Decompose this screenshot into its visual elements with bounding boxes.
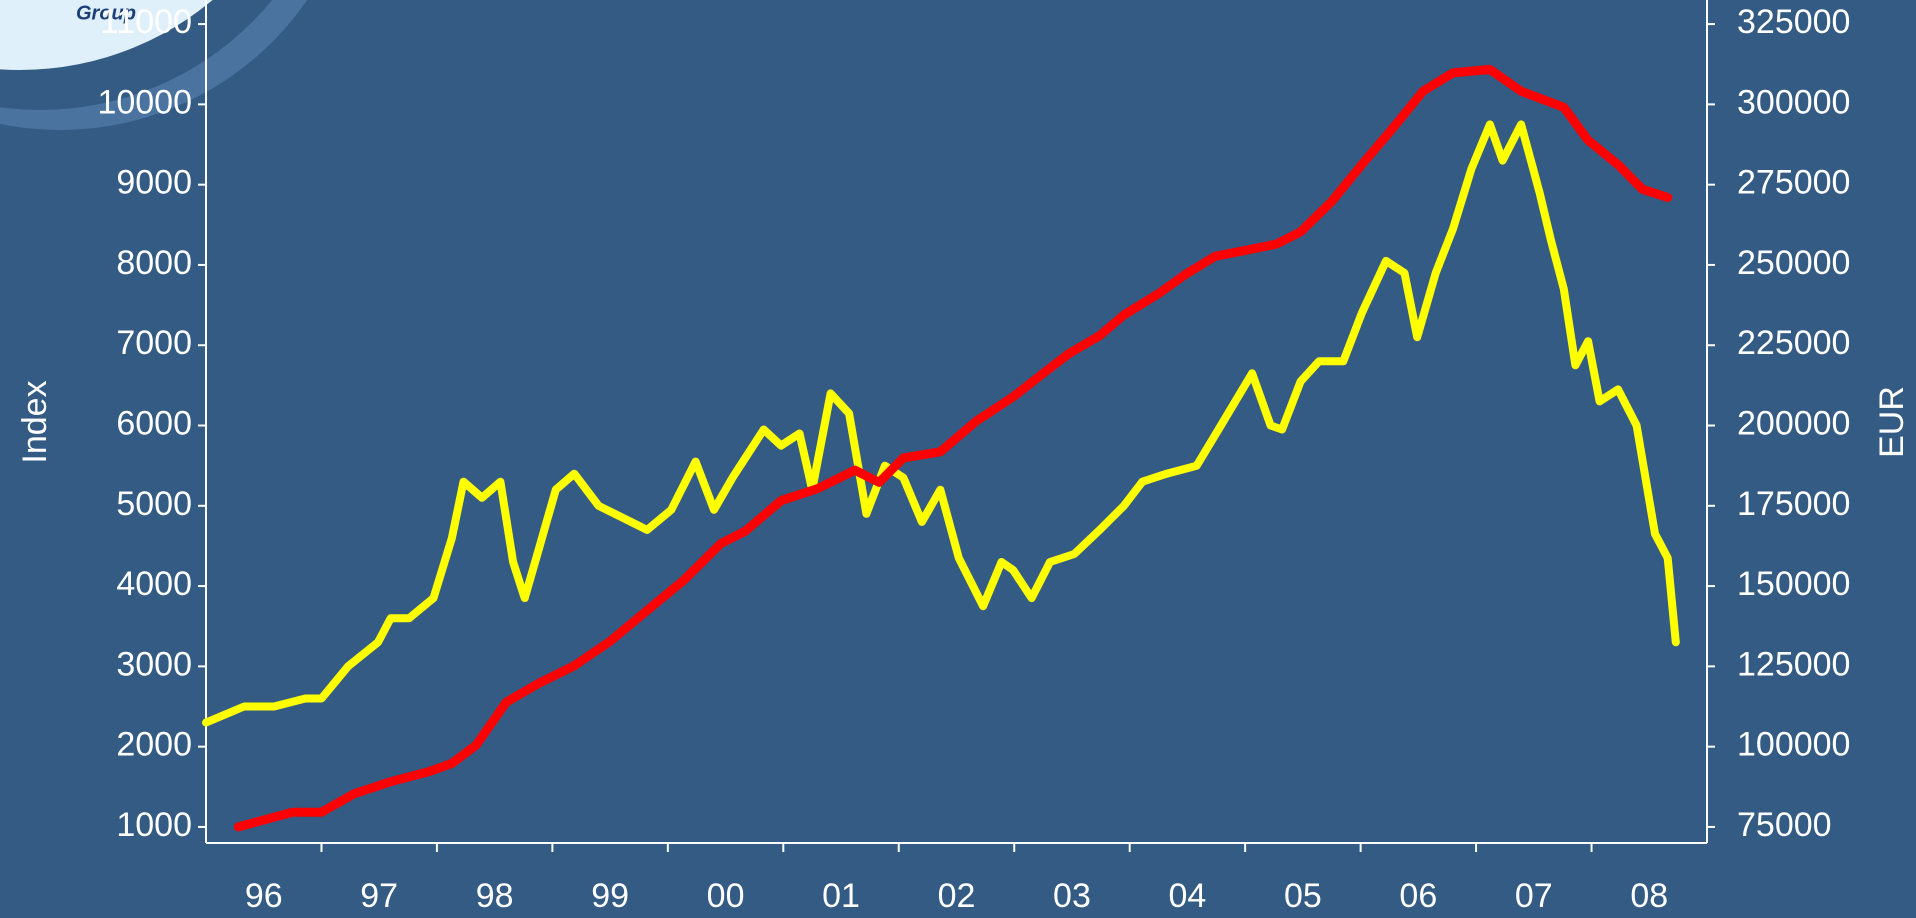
x-tick-label: 96 (245, 877, 283, 915)
y2-tick-label: 75000 (1737, 806, 1832, 844)
x-tick-label: 06 (1399, 877, 1437, 915)
y-axis-label: Index (16, 380, 54, 463)
x-tick-label: 04 (1169, 877, 1207, 915)
y-tick-label: 10000 (97, 83, 192, 121)
y-tick-label: 3000 (116, 645, 192, 683)
y2-tick-label: 150000 (1737, 565, 1850, 603)
y-tick-label: 11000 (100, 3, 192, 41)
x-tick-label: 97 (360, 877, 398, 915)
y2-tick-label: 225000 (1737, 324, 1850, 362)
x-tick-label: 99 (591, 877, 629, 915)
series-line (233, 64, 1673, 832)
series-line (202, 120, 1680, 727)
logo-disc (0, 0, 213, 70)
y-tick-label: 1000 (116, 806, 192, 844)
y-tick-label: 6000 (116, 404, 192, 442)
x-tick-label: 98 (476, 877, 514, 915)
x-tick-label: 03 (1053, 877, 1091, 915)
x-tick-label: 01 (822, 877, 860, 915)
y2-tick-label: 275000 (1737, 164, 1850, 202)
y2-tick-label: 125000 (1737, 645, 1850, 683)
x-tick-label: 00 (707, 877, 745, 915)
y2-tick-label: 175000 (1737, 485, 1850, 523)
y-tick-label: 2000 (116, 726, 192, 764)
y-tick-label: 4000 (116, 565, 192, 603)
y-tick-label: 7000 (116, 324, 192, 362)
y-tick-label: 8000 (116, 244, 192, 282)
y2-tick-label: 325000 (1737, 3, 1850, 41)
logo-text: Group (76, 2, 136, 24)
logo: Group (0, 0, 308, 130)
y-tick-label: 9000 (116, 164, 192, 202)
y-tick-label: 5000 (116, 485, 192, 523)
y2-axis-label: EUR (1873, 386, 1911, 458)
y2-tick-label: 300000 (1737, 83, 1850, 121)
x-tick-label: 08 (1630, 877, 1668, 915)
y2-tick-label: 250000 (1737, 244, 1850, 282)
x-tick-label: 07 (1515, 877, 1553, 915)
x-tick-label: 05 (1284, 877, 1322, 915)
y2-tick-label: 200000 (1737, 404, 1850, 442)
x-tick-label: 02 (938, 877, 976, 915)
y2-tick-label: 100000 (1737, 726, 1850, 764)
